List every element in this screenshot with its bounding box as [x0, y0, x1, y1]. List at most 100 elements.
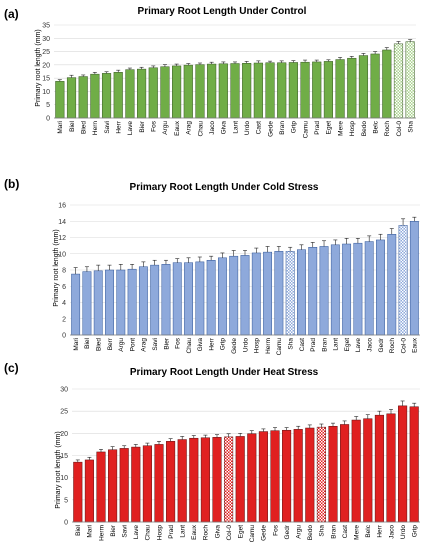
chart-title: Primary Root Length Under Heat Stress [130, 367, 319, 378]
y-tick-label: 25 [60, 409, 68, 416]
bar [230, 63, 240, 119]
bar [364, 241, 374, 336]
bar [370, 53, 380, 119]
y-tick-label: 10 [58, 251, 66, 258]
bar [374, 414, 384, 523]
x-tick-label: Biel [69, 120, 76, 131]
panel-b: (b) Primary Root Length Under Cold Stres… [4, 177, 420, 355]
x-tick-label: Giva [214, 525, 221, 539]
bar [312, 61, 322, 119]
bar [105, 269, 114, 336]
x-tick-label: Col-0 [400, 338, 407, 354]
chart-title: Primary Root Length Under Cold Stress [130, 182, 319, 193]
x-tick-label: Lave [127, 121, 134, 135]
bar [297, 249, 306, 336]
x-tick-label: Grip [412, 525, 419, 538]
y-tick-label: 25 [42, 49, 50, 56]
bar [172, 65, 182, 119]
bar [300, 61, 310, 119]
x-tick-label: Eget [326, 121, 333, 135]
x-tick-label: Fos [175, 337, 182, 349]
bar [131, 446, 141, 523]
bar [148, 67, 158, 119]
x-tick-label: Gedr [378, 337, 385, 352]
y-tick-label: 6 [62, 284, 66, 291]
x-tick-label: Hosp [349, 121, 356, 137]
x-tick-label: Col-0 [226, 525, 233, 541]
x-tick-label: Argu [118, 338, 125, 352]
y-tick-label: 0 [64, 520, 68, 527]
bar [184, 262, 193, 336]
bar [258, 431, 268, 523]
x-tick-label: Belc [372, 120, 379, 133]
bar [166, 441, 176, 523]
x-tick-label: Urdo [400, 525, 407, 539]
bar [251, 252, 261, 336]
bar [242, 63, 252, 119]
bar [224, 436, 234, 523]
x-tick-label: Savi [152, 338, 159, 351]
x-tick-label: Bied [80, 121, 87, 134]
y-tick-label: 5 [64, 497, 68, 504]
x-tick-label: Bran [279, 121, 286, 135]
bar [84, 459, 94, 523]
y-tick-label: 15 [42, 76, 50, 83]
bar [376, 239, 385, 336]
bar [265, 62, 275, 119]
bar [96, 451, 106, 523]
x-tick-label: Savi [104, 121, 111, 134]
bar [316, 426, 326, 523]
x-tick-label: Herr [116, 120, 123, 133]
plot-area: 0 5 10 15 20 25 30 Biel Mari Herm Bier Savi Lave Chau… [60, 387, 420, 543]
x-tick-label: Camu [249, 525, 256, 543]
x-tick-label: Berr [107, 337, 114, 350]
y-tick-label: 8 [62, 268, 66, 275]
bar [73, 461, 83, 523]
y-tick-label: 30 [42, 36, 50, 43]
bar [240, 255, 250, 336]
bar [405, 41, 415, 119]
bar [387, 234, 397, 336]
bar [353, 242, 363, 336]
bar [382, 49, 392, 119]
bar [82, 271, 92, 336]
x-tick-label: Sha [407, 121, 414, 133]
panel-label: (b) [4, 177, 19, 191]
x-tick-label: Bied [96, 338, 103, 351]
y-tick-label: 4 [62, 300, 66, 307]
x-tick-label: Sha [287, 338, 294, 350]
bar [66, 77, 77, 119]
x-tick-label: Bier [139, 120, 146, 132]
bar [154, 444, 164, 523]
bar [247, 433, 257, 523]
bar [263, 251, 273, 336]
x-tick-label: Eget [238, 525, 245, 539]
x-tick-label: Argu [296, 525, 303, 539]
bar [189, 437, 199, 523]
x-tick-label: Argu [162, 121, 169, 135]
y-tick-label: 14 [58, 219, 66, 226]
chart-title: Primary Root Length Under Control [138, 6, 307, 17]
x-tick-label: Urdo [244, 121, 251, 135]
x-tick-label: Cast [256, 121, 263, 135]
x-tick-label: Chau [197, 121, 204, 137]
bar [308, 247, 318, 336]
x-tick-label: Jaco [209, 121, 216, 135]
x-tick-label: Mari [73, 338, 80, 351]
y-tick-label: 0 [46, 116, 50, 123]
x-tick-label: Bier [163, 337, 170, 349]
y-tick-label: 10 [60, 475, 68, 482]
bar [119, 448, 129, 523]
bar [125, 69, 135, 119]
x-tick-label: Chau [186, 338, 193, 354]
bar [235, 436, 245, 523]
bar [142, 445, 152, 523]
x-tick-label: Bier [110, 524, 117, 536]
y-tick-label: 35 [42, 23, 50, 30]
x-tick-label: Biel [84, 337, 91, 348]
bar [108, 449, 118, 523]
x-tick-label: Roch [389, 338, 396, 354]
x-tick-label: Urdo [242, 338, 249, 352]
bar [363, 418, 373, 523]
bar [90, 73, 100, 119]
